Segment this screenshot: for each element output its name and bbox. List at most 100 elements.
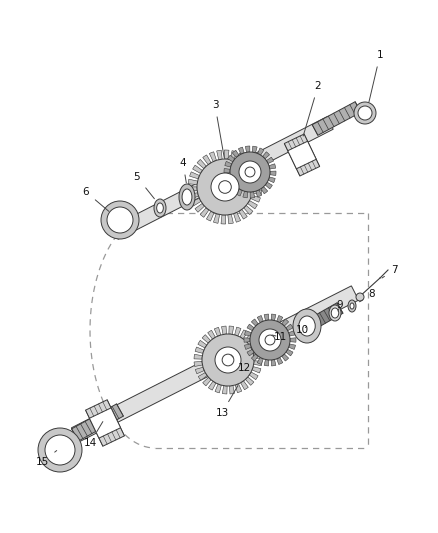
Polygon shape [200, 208, 209, 217]
Polygon shape [191, 198, 201, 206]
Polygon shape [203, 155, 211, 165]
Polygon shape [290, 338, 296, 342]
Polygon shape [262, 152, 269, 159]
Polygon shape [249, 340, 258, 348]
Polygon shape [217, 150, 222, 160]
Polygon shape [225, 161, 232, 167]
Text: 10: 10 [296, 325, 308, 335]
Ellipse shape [182, 189, 192, 205]
Polygon shape [286, 349, 293, 356]
Polygon shape [238, 147, 244, 154]
Polygon shape [226, 181, 233, 187]
Text: 11: 11 [272, 332, 286, 342]
Polygon shape [221, 215, 226, 224]
Circle shape [101, 201, 139, 239]
Polygon shape [265, 182, 272, 189]
Text: 9: 9 [337, 300, 343, 311]
Polygon shape [188, 187, 197, 191]
Polygon shape [195, 204, 205, 212]
Polygon shape [258, 148, 264, 155]
Ellipse shape [179, 184, 195, 210]
Polygon shape [252, 346, 261, 353]
Polygon shape [198, 373, 207, 381]
Polygon shape [190, 172, 199, 179]
Polygon shape [194, 354, 202, 359]
Polygon shape [249, 372, 258, 379]
Text: 1: 1 [369, 50, 383, 102]
Circle shape [197, 159, 253, 215]
Ellipse shape [154, 199, 166, 217]
Polygon shape [266, 157, 274, 164]
Polygon shape [251, 354, 258, 361]
Ellipse shape [331, 308, 339, 318]
Polygon shape [251, 195, 260, 202]
Polygon shape [235, 384, 242, 393]
Polygon shape [270, 171, 276, 175]
Polygon shape [269, 164, 276, 169]
Circle shape [107, 207, 133, 233]
Text: 3: 3 [212, 100, 224, 158]
Polygon shape [250, 192, 254, 198]
Polygon shape [247, 200, 258, 209]
Text: 2: 2 [303, 81, 321, 136]
Circle shape [215, 347, 241, 373]
Circle shape [250, 320, 290, 360]
Polygon shape [245, 161, 255, 171]
Circle shape [222, 354, 234, 366]
Polygon shape [224, 175, 231, 180]
Ellipse shape [299, 316, 315, 336]
Polygon shape [230, 185, 237, 192]
Polygon shape [256, 190, 261, 197]
Circle shape [265, 335, 275, 345]
Circle shape [239, 161, 261, 183]
Polygon shape [271, 314, 276, 320]
Polygon shape [188, 179, 198, 184]
Polygon shape [197, 159, 206, 168]
Polygon shape [112, 117, 333, 239]
Circle shape [245, 167, 255, 177]
Polygon shape [240, 330, 247, 339]
Polygon shape [215, 384, 221, 393]
Polygon shape [288, 141, 316, 169]
Polygon shape [89, 408, 120, 438]
Polygon shape [194, 361, 202, 367]
Polygon shape [228, 214, 233, 224]
Text: 13: 13 [215, 385, 238, 418]
Ellipse shape [157, 203, 163, 213]
Polygon shape [302, 303, 343, 333]
Polygon shape [209, 152, 216, 161]
Polygon shape [239, 209, 247, 219]
Polygon shape [71, 404, 124, 441]
Polygon shape [233, 212, 240, 222]
Polygon shape [282, 354, 289, 361]
Polygon shape [277, 316, 283, 322]
Circle shape [219, 181, 231, 193]
Text: 6: 6 [83, 187, 109, 211]
Polygon shape [230, 151, 237, 160]
Circle shape [356, 293, 364, 301]
Polygon shape [193, 165, 202, 173]
Polygon shape [253, 182, 262, 187]
Circle shape [45, 435, 75, 465]
Polygon shape [245, 146, 250, 152]
Polygon shape [208, 381, 216, 390]
Text: 8: 8 [360, 289, 375, 302]
Polygon shape [289, 344, 296, 350]
Polygon shape [251, 319, 258, 326]
Polygon shape [230, 385, 234, 394]
Text: 15: 15 [35, 450, 57, 467]
Polygon shape [244, 344, 251, 350]
Polygon shape [289, 330, 296, 336]
Polygon shape [240, 381, 248, 390]
Polygon shape [206, 211, 214, 221]
Polygon shape [244, 205, 253, 215]
Polygon shape [71, 286, 359, 442]
Text: 4: 4 [180, 158, 186, 183]
Polygon shape [195, 347, 204, 353]
Polygon shape [252, 367, 261, 373]
Circle shape [230, 152, 270, 192]
Polygon shape [208, 330, 215, 339]
Ellipse shape [293, 309, 321, 343]
Polygon shape [282, 319, 289, 326]
Polygon shape [271, 359, 276, 366]
